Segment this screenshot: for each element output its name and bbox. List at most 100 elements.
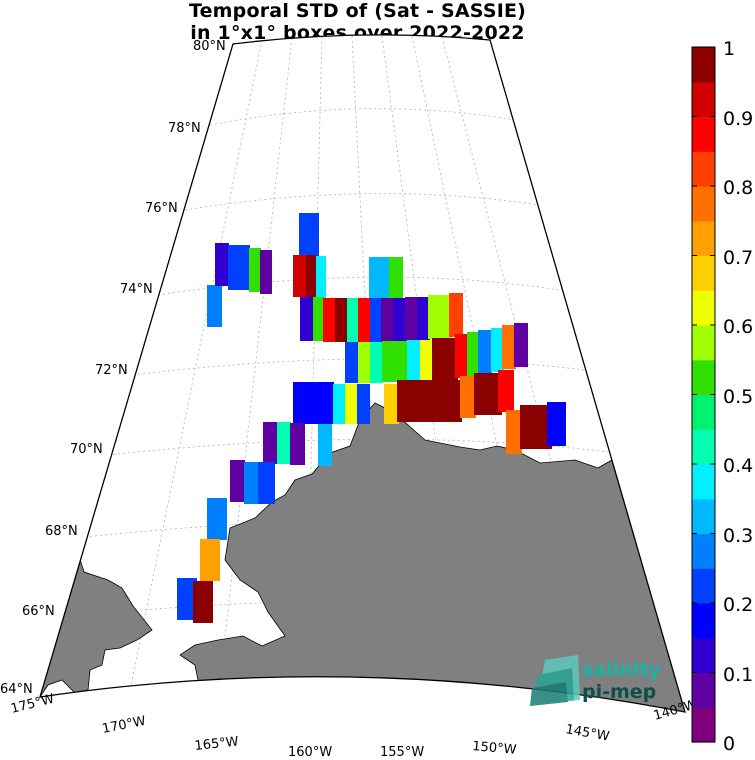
colorbar-label: 0.4 — [723, 455, 753, 477]
data-box — [215, 243, 229, 286]
map-title-line1: Temporal STD of (Sat - SASSIE) — [188, 0, 527, 22]
lat-label: 66°N — [22, 604, 55, 619]
data-box — [228, 245, 250, 290]
colorbar-label: 0.3 — [723, 525, 753, 547]
data-box — [200, 539, 220, 581]
colorbar-label: 0.2 — [723, 594, 753, 616]
colorbar-segments — [692, 47, 715, 743]
colorbar-labels: 1 0.9 0.8 0.7 0.6 0.5 0.4 0.3 0.2 0.1 0 — [723, 38, 753, 755]
data-box — [193, 581, 213, 623]
data-box — [449, 293, 463, 337]
colorbar-ticks — [692, 46, 715, 743]
colorbar-segment — [692, 47, 715, 83]
latitude-labels: 80°N 78°N 76°N 74°N 72°N 70°N 68°N 66°N … — [0, 39, 226, 697]
colorbar-segment — [692, 325, 715, 361]
colorbar-label: 0.5 — [723, 386, 753, 408]
colorbar-segment — [692, 290, 715, 326]
lon-label: 150°W — [472, 739, 517, 758]
data-box — [313, 297, 324, 341]
data-box — [306, 255, 317, 297]
data-box — [520, 405, 552, 449]
colorbar-segment — [692, 533, 715, 569]
data-box — [207, 285, 222, 327]
data-box — [358, 298, 371, 342]
data-box — [357, 384, 370, 424]
colorbar: 1 0.9 0.8 0.7 0.6 0.5 0.4 0.3 0.2 0.1 0 — [691, 38, 753, 755]
data-box — [230, 460, 245, 502]
colorbar-segment — [692, 429, 715, 465]
data-box — [384, 384, 399, 424]
colorbar-label: 0.7 — [723, 247, 753, 269]
colorbar-label: 0.8 — [723, 177, 753, 199]
lat-label: 76°N — [145, 201, 178, 216]
data-box — [244, 462, 259, 504]
lat-label: 72°N — [95, 363, 128, 378]
colorbar-segment — [692, 672, 715, 708]
data-box — [381, 298, 394, 342]
data-box — [177, 578, 197, 620]
data-box — [335, 298, 348, 342]
logo-wave-icon — [530, 655, 580, 706]
colorbar-segment — [692, 637, 715, 674]
lat-label: 68°N — [45, 524, 78, 539]
data-box — [249, 248, 261, 292]
data-box — [514, 323, 528, 367]
logo-text-salinity: salinity — [582, 659, 661, 681]
data-box — [207, 498, 227, 540]
data-box — [474, 373, 502, 415]
data-box — [428, 295, 452, 339]
colorbar-segment — [692, 359, 715, 396]
map-frame — [39, 34, 686, 713]
lat-label: 70°N — [70, 442, 103, 457]
colorbar-segment — [692, 464, 715, 500]
data-box — [393, 298, 406, 342]
lat-label: 80°N — [193, 39, 226, 54]
data-box — [478, 330, 492, 374]
lon-label: 170°W — [101, 714, 147, 737]
logo-text-pimep: pi-mep — [582, 681, 656, 703]
data-box — [370, 342, 383, 383]
data-box — [460, 376, 476, 418]
data-box — [498, 370, 514, 412]
data-box — [345, 342, 359, 383]
data-box — [369, 257, 390, 299]
colorbar-label: 0 — [723, 733, 735, 755]
colorbar-segment — [692, 81, 715, 118]
lon-label: 160°W — [288, 745, 332, 760]
lon-label: 145°W — [564, 722, 610, 744]
data-boxes — [177, 213, 566, 623]
data-box — [382, 341, 408, 382]
lat-label: 74°N — [120, 282, 153, 297]
colorbar-segment — [692, 394, 715, 430]
colorbar-segment — [692, 255, 715, 291]
data-box — [293, 255, 307, 297]
data-box — [407, 340, 421, 381]
data-box — [293, 382, 334, 424]
data-box — [547, 402, 566, 446]
colorbar-segment — [692, 707, 715, 743]
data-box — [455, 334, 469, 378]
lon-label: 155°W — [380, 745, 424, 760]
colorbar-label: 0.1 — [723, 664, 753, 686]
colorbar-segment — [692, 116, 715, 152]
colorbar-segment — [692, 603, 715, 639]
data-box — [389, 257, 403, 299]
colorbar-label: 0.9 — [723, 108, 753, 130]
data-box — [417, 297, 430, 341]
colorbar-segment — [692, 498, 715, 535]
data-box — [263, 422, 278, 464]
data-box — [347, 298, 359, 342]
colorbar-label: 0.6 — [723, 316, 753, 338]
data-box — [277, 422, 291, 464]
data-box — [323, 298, 336, 342]
data-box — [300, 297, 314, 341]
data-box — [432, 338, 458, 380]
data-box — [358, 342, 371, 383]
colorbar-segment — [692, 568, 715, 604]
data-box — [397, 380, 462, 422]
data-box — [260, 250, 272, 294]
data-box — [502, 325, 516, 369]
data-box — [467, 332, 479, 376]
lon-label: 165°W — [194, 734, 240, 754]
